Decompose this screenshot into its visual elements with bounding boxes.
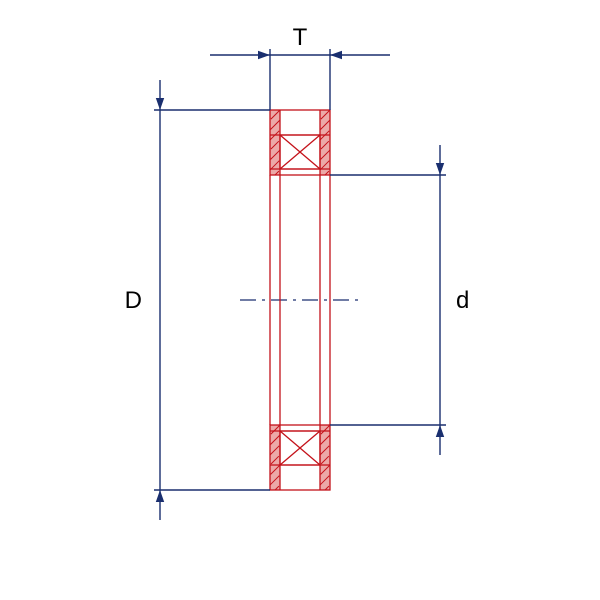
- dim-T-label: T: [293, 24, 308, 51]
- arrowhead: [436, 163, 444, 175]
- arrowhead: [436, 425, 444, 437]
- arrowhead: [156, 490, 164, 502]
- arrowhead: [156, 98, 164, 110]
- dim-d-label: d: [456, 287, 469, 314]
- dim-D-label: D: [125, 287, 142, 314]
- lower-section: [270, 425, 330, 490]
- upper-section: [270, 110, 330, 175]
- arrowhead: [330, 51, 342, 59]
- arrowhead: [258, 51, 270, 59]
- thrust-bearing-cross-section: T Dd: [0, 0, 600, 600]
